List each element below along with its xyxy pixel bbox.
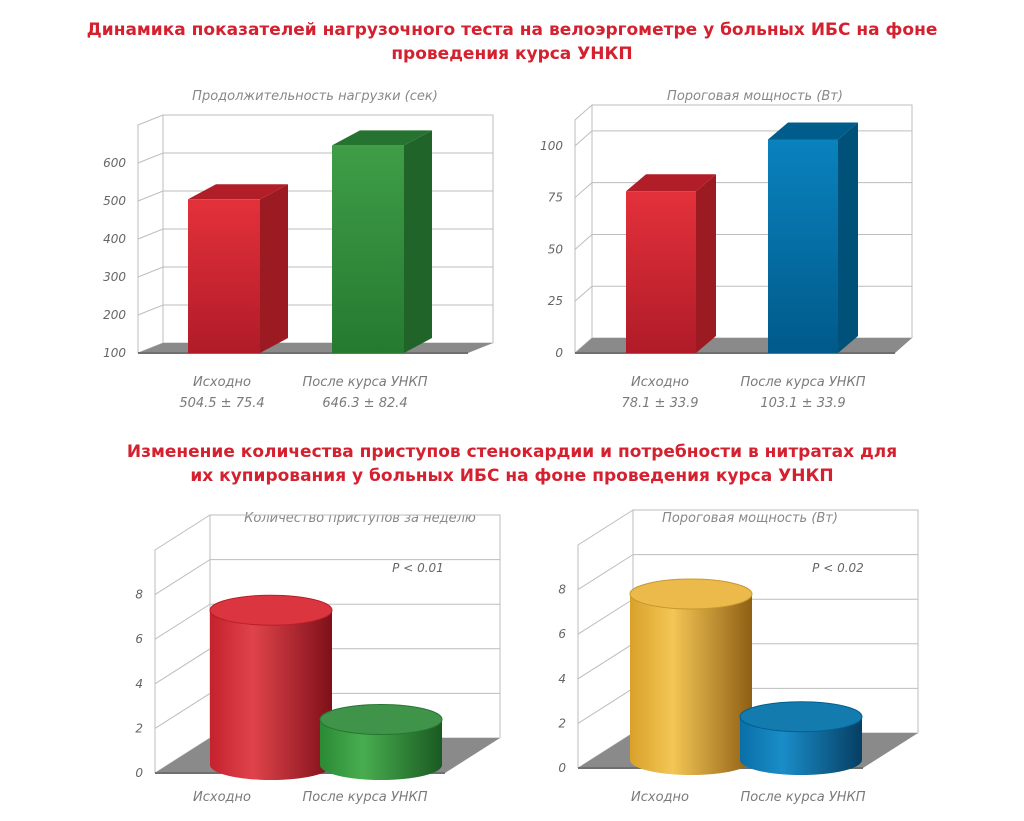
category-sublabel: 78.1 ± 33.9 — [621, 396, 698, 411]
gridline — [575, 183, 912, 198]
gridline — [138, 153, 493, 163]
category-sublabel: 504.5 ± 75.4 — [179, 396, 264, 411]
gridline — [575, 234, 912, 249]
bar-top — [630, 579, 752, 609]
bar-top — [320, 704, 442, 734]
bar — [332, 145, 404, 353]
gridline — [155, 560, 500, 595]
y-tick-label: 300 — [103, 270, 126, 284]
floor — [575, 338, 912, 353]
p-value-annotation: P < 0.02 — [812, 561, 864, 575]
category-label: Исходно — [631, 790, 689, 805]
bar — [188, 199, 260, 353]
gridline — [578, 555, 918, 590]
bar — [630, 594, 752, 775]
category-label: Исходно — [193, 790, 251, 805]
gridline — [575, 131, 912, 146]
bar — [626, 191, 696, 353]
y-tick-label: 75 — [548, 191, 563, 205]
y-tick-label: 2 — [558, 716, 566, 730]
chart-2: Пороговая мощность (Вт) 0 25 50 75 100 Исходно… — [540, 89, 912, 411]
category-label: После курса УНКП — [302, 375, 427, 390]
bar-side — [696, 174, 716, 353]
chart-3-title: Количество приступов за неделю — [244, 511, 476, 526]
y-tick-label: 600 — [103, 156, 126, 170]
gridline — [575, 286, 912, 301]
chart-4-title: Пороговая мощность (Вт) — [662, 511, 838, 526]
y-tick-label: 100 — [540, 139, 563, 153]
chart-2-title: Пороговая мощность (Вт) — [667, 89, 843, 104]
category-label: После курса УНКП — [740, 790, 865, 805]
y-tick-label: 4 — [135, 677, 143, 691]
bar-top — [740, 702, 862, 732]
y-tick-label: 100 — [103, 346, 126, 360]
p-value-annotation: P < 0.01 — [392, 561, 444, 575]
category-sublabel: 646.3 ± 82.4 — [322, 396, 407, 411]
y-tick-label: 2 — [135, 721, 143, 735]
y-tick-label: 500 — [103, 194, 126, 208]
category-sublabel: 103.1 ± 33.9 — [760, 396, 845, 411]
left-wall — [578, 510, 633, 768]
bar-top — [210, 595, 332, 625]
bar — [210, 610, 332, 780]
y-tick-label: 0 — [135, 766, 143, 780]
category-label: Исходно — [193, 375, 251, 390]
category-label: После курса УНКП — [302, 790, 427, 805]
left-wall — [575, 105, 592, 353]
bar-side — [260, 184, 288, 353]
y-tick-label: 200 — [103, 308, 126, 322]
chart-1: Продолжительность нагрузки (сек) 100 200 30… — [103, 89, 493, 411]
bar-side — [404, 130, 432, 353]
y-tick-label: 0 — [558, 761, 566, 775]
y-tick-label: 50 — [548, 242, 564, 256]
y-tick-label: 6 — [558, 627, 566, 641]
chart-4: Пороговая мощность (Вт) 0 2 4 6 8 Исходно После… — [558, 510, 918, 805]
y-tick-label: 8 — [135, 588, 143, 602]
bar — [768, 139, 838, 353]
y-tick-label: 6 — [135, 632, 143, 646]
chart-3: Количество приступов за неделю 0 2 4 6 8 Исход… — [135, 511, 500, 805]
y-tick-label: 8 — [558, 583, 566, 597]
bar-side — [838, 122, 858, 353]
y-tick-label: 4 — [558, 672, 566, 686]
category-label: Исходно — [631, 375, 689, 390]
category-label: После курса УНКП — [740, 375, 865, 390]
y-tick-label: 0 — [555, 346, 563, 360]
chart-1-title: Продолжительность нагрузки (сек) — [192, 89, 438, 104]
y-tick-label: 400 — [103, 232, 126, 246]
y-tick-label: 25 — [548, 294, 563, 308]
left-wall — [155, 515, 210, 773]
